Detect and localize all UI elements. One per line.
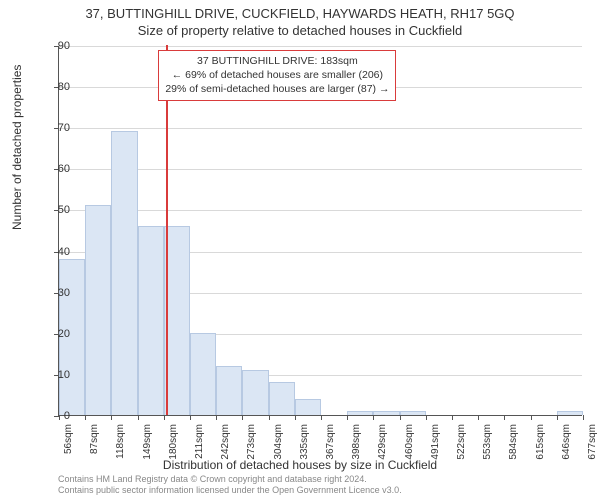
x-tick-mark bbox=[426, 415, 427, 420]
annotation-line: ← 69% of detached houses are smaller (20… bbox=[165, 68, 389, 82]
y-tick-label: 10 bbox=[46, 369, 70, 381]
y-tick-label: 30 bbox=[46, 287, 70, 299]
x-tick-mark bbox=[478, 415, 479, 420]
gridline bbox=[59, 128, 582, 129]
y-tick-label: 80 bbox=[46, 81, 70, 93]
chart-container: 37, BUTTINGHILL DRIVE, CUCKFIELD, HAYWAR… bbox=[0, 0, 600, 500]
x-tick-mark bbox=[269, 415, 270, 420]
x-tick-mark bbox=[452, 415, 453, 420]
x-tick-mark bbox=[111, 415, 112, 420]
x-tick-mark bbox=[216, 415, 217, 420]
chart-title-address: 37, BUTTINGHILL DRIVE, CUCKFIELD, HAYWAR… bbox=[0, 0, 600, 21]
y-tick-label: 20 bbox=[46, 328, 70, 340]
histogram-bar bbox=[242, 370, 268, 415]
histogram-bar bbox=[373, 411, 399, 415]
histogram-bar bbox=[85, 205, 111, 415]
footer-line-2: Contains public sector information licen… bbox=[58, 485, 402, 496]
x-tick-mark bbox=[295, 415, 296, 420]
histogram-bar bbox=[216, 366, 242, 415]
histogram-bar bbox=[557, 411, 583, 415]
y-tick-label: 90 bbox=[46, 40, 70, 52]
annotation-line: 29% of semi-detached houses are larger (… bbox=[165, 82, 389, 96]
x-tick-mark bbox=[373, 415, 374, 420]
histogram-bar bbox=[111, 131, 137, 415]
attribution-footer: Contains HM Land Registry data © Crown c… bbox=[58, 474, 402, 496]
x-tick-mark bbox=[504, 415, 505, 420]
histogram-bar bbox=[400, 411, 426, 415]
annotation-line: 37 BUTTINGHILL DRIVE: 183sqm bbox=[165, 54, 389, 68]
footer-line-1: Contains HM Land Registry data © Crown c… bbox=[58, 474, 402, 485]
chart-area: 56sqm87sqm118sqm149sqm180sqm211sqm242sqm… bbox=[58, 46, 582, 416]
histogram-bar bbox=[295, 399, 321, 415]
x-tick-mark bbox=[583, 415, 584, 420]
x-axis-label: Distribution of detached houses by size … bbox=[0, 458, 600, 472]
x-tick-mark bbox=[242, 415, 243, 420]
y-tick-label: 70 bbox=[46, 122, 70, 134]
x-tick-mark bbox=[557, 415, 558, 420]
histogram-bar bbox=[347, 411, 373, 415]
histogram-bar bbox=[269, 382, 295, 415]
x-tick-mark bbox=[400, 415, 401, 420]
x-tick-mark bbox=[531, 415, 532, 420]
y-tick-label: 60 bbox=[46, 163, 70, 175]
x-tick-mark bbox=[347, 415, 348, 420]
x-tick-mark bbox=[164, 415, 165, 420]
x-tick-mark bbox=[321, 415, 322, 420]
plot-region: 56sqm87sqm118sqm149sqm180sqm211sqm242sqm… bbox=[58, 46, 582, 416]
histogram-bar bbox=[190, 333, 216, 415]
y-tick-label: 50 bbox=[46, 204, 70, 216]
chart-title-sub: Size of property relative to detached ho… bbox=[0, 21, 600, 38]
y-tick-label: 0 bbox=[46, 410, 70, 422]
annotation-box: 37 BUTTINGHILL DRIVE: 183sqm← 69% of det… bbox=[158, 50, 396, 101]
x-tick-mark bbox=[138, 415, 139, 420]
y-axis-label: Number of detached properties bbox=[10, 65, 24, 230]
gridline bbox=[59, 46, 582, 47]
y-tick-label: 40 bbox=[46, 246, 70, 258]
x-tick-mark bbox=[190, 415, 191, 420]
x-tick-mark bbox=[85, 415, 86, 420]
histogram-bar bbox=[138, 226, 164, 415]
